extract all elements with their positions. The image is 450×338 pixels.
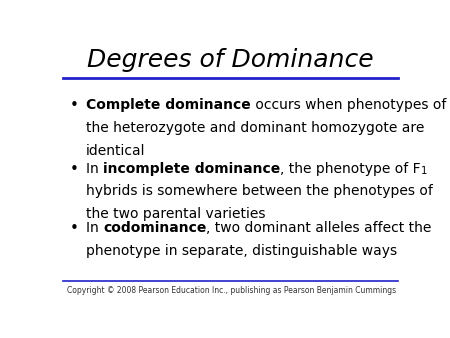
Text: occurs when phenotypes of: occurs when phenotypes of: [251, 98, 446, 112]
Text: the two parental varieties: the two parental varieties: [86, 208, 266, 221]
Text: In: In: [86, 162, 103, 175]
Text: In: In: [86, 221, 103, 236]
Text: Copyright © 2008 Pearson Education Inc., publishing as Pearson Benjamin Cummings: Copyright © 2008 Pearson Education Inc.,…: [67, 286, 396, 295]
Text: 1: 1: [421, 166, 427, 176]
Text: •: •: [70, 98, 79, 113]
Text: •: •: [70, 162, 79, 176]
Text: hybrids is somewhere between the phenotypes of: hybrids is somewhere between the phenoty…: [86, 185, 433, 198]
Text: , two dominant alleles affect the: , two dominant alleles affect the: [207, 221, 432, 236]
Text: codominance: codominance: [103, 221, 207, 236]
Text: the heterozygote and dominant homozygote are: the heterozygote and dominant homozygote…: [86, 121, 424, 135]
Text: phenotype in separate, distinguishable ways: phenotype in separate, distinguishable w…: [86, 244, 397, 258]
Text: identical: identical: [86, 144, 145, 158]
Text: Complete dominance: Complete dominance: [86, 98, 251, 112]
Text: Degrees of Dominance: Degrees of Dominance: [87, 48, 374, 72]
Text: incomplete dominance: incomplete dominance: [103, 162, 280, 175]
Text: , the phenotype of F: , the phenotype of F: [280, 162, 421, 175]
Text: •: •: [70, 221, 79, 237]
